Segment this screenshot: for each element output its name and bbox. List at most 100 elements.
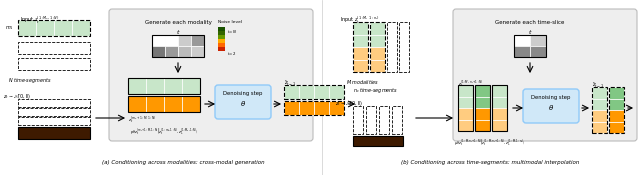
Bar: [284, 101, 299, 115]
Text: Noise level: Noise level: [218, 20, 242, 24]
Bar: [370, 47, 385, 60]
Text: $t$: $t$: [527, 28, 532, 36]
Bar: [218, 31, 225, 35]
Bar: [18, 108, 90, 116]
Bar: [353, 60, 368, 72]
Bar: [492, 108, 507, 120]
Text: $\theta$: $\theta$: [240, 99, 246, 108]
Text: Input $z_t^{(1:M,\ 1:n_c)}$: Input $z_t^{(1:M,\ 1:n_c)}$: [340, 15, 380, 26]
Bar: [299, 85, 314, 99]
Bar: [152, 35, 165, 46]
Bar: [152, 46, 165, 57]
Bar: [370, 34, 385, 47]
Bar: [370, 60, 385, 72]
FancyBboxPatch shape: [523, 89, 579, 123]
Bar: [165, 35, 178, 46]
Bar: [387, 22, 397, 72]
Bar: [475, 96, 490, 108]
Bar: [218, 39, 225, 43]
Bar: [458, 85, 473, 96]
Bar: [514, 35, 546, 57]
Text: $z_t \sim \mathcal{N}(0, \mathbf{I})$: $z_t \sim \mathcal{N}(0, \mathbf{I})$: [335, 99, 362, 108]
Bar: [458, 108, 473, 120]
Bar: [218, 27, 225, 31]
Bar: [128, 96, 146, 112]
Bar: [146, 96, 164, 112]
Bar: [353, 34, 368, 47]
Text: $\mu_\theta\!\left(z_t^{(1:M,n_c\!+\!1:N)}\middle|z_t^{(1:M,n_c\!+\!1:N)},\,z_1^: $\mu_\theta\!\left(z_t^{(1:M,n_c\!+\!1:N…: [454, 137, 526, 147]
Text: $t\!=\!N$: $t\!=\!N$: [227, 28, 237, 35]
Bar: [329, 85, 344, 99]
Text: $t\!=\!2$: $t\!=\!2$: [227, 50, 236, 57]
Bar: [514, 35, 530, 46]
Text: Generate each time-slice: Generate each time-slice: [495, 20, 564, 25]
Text: $t$: $t$: [175, 28, 180, 36]
Bar: [366, 106, 376, 134]
Bar: [458, 120, 473, 131]
Bar: [329, 101, 344, 115]
Bar: [191, 35, 204, 46]
Bar: [284, 85, 344, 99]
Bar: [146, 78, 164, 94]
Bar: [475, 85, 490, 131]
Text: $n_c$ time-segments: $n_c$ time-segments: [353, 86, 398, 95]
Bar: [128, 78, 146, 94]
Bar: [152, 35, 204, 57]
Text: Input $z_t^{(1:M_0,1:N)}$: Input $z_t^{(1:M_0,1:N)}$: [20, 15, 60, 26]
Text: (a) Conditioning across modalities: cross-modal generation: (a) Conditioning across modalities: cros…: [102, 160, 264, 165]
Bar: [182, 96, 200, 112]
Bar: [314, 85, 329, 99]
Bar: [592, 87, 607, 99]
Text: $z_t^{(m_0+1:M,1:N)}$: $z_t^{(m_0+1:M,1:N)}$: [128, 114, 156, 125]
Bar: [353, 22, 368, 34]
Text: Generate each modality: Generate each modality: [145, 20, 211, 25]
Bar: [609, 110, 624, 121]
Bar: [609, 87, 624, 133]
Text: $\theta$: $\theta$: [548, 103, 554, 112]
Bar: [178, 35, 191, 46]
Text: Denoising step: Denoising step: [531, 95, 571, 100]
Bar: [165, 46, 178, 57]
Bar: [18, 99, 90, 107]
Bar: [164, 96, 182, 112]
Bar: [54, 20, 72, 36]
Bar: [218, 35, 225, 39]
Bar: [18, 20, 90, 36]
Bar: [592, 121, 607, 133]
Bar: [592, 110, 607, 121]
Bar: [492, 85, 507, 96]
Bar: [353, 47, 368, 60]
Text: Denoising step: Denoising step: [223, 91, 262, 96]
Bar: [592, 99, 607, 110]
Bar: [609, 87, 624, 99]
Bar: [609, 121, 624, 133]
Bar: [284, 101, 344, 115]
Bar: [284, 85, 299, 99]
Bar: [128, 96, 200, 112]
Bar: [592, 87, 607, 133]
Bar: [18, 127, 90, 139]
Bar: [399, 22, 409, 72]
Text: $\hat{z}_{t-1}$: $\hat{z}_{t-1}$: [284, 78, 296, 88]
Bar: [492, 96, 507, 108]
Bar: [370, 22, 385, 34]
Bar: [392, 106, 402, 134]
FancyBboxPatch shape: [109, 9, 313, 141]
Bar: [18, 20, 36, 36]
Bar: [514, 46, 530, 57]
Text: $M$ modalities: $M$ modalities: [346, 78, 379, 86]
Bar: [164, 78, 182, 94]
Text: (b) Conditioning across time-segments: multimodal interpolation: (b) Conditioning across time-segments: m…: [401, 160, 579, 165]
Bar: [458, 96, 473, 108]
Text: $N$ time-segments: $N$ time-segments: [8, 76, 52, 85]
Bar: [18, 117, 90, 125]
Bar: [299, 101, 314, 115]
Bar: [530, 46, 546, 57]
Text: $z_t \sim \mathcal{N}(0, \mathbf{I})$: $z_t \sim \mathcal{N}(0, \mathbf{I})$: [3, 92, 31, 101]
Text: $m_1$: $m_1$: [5, 24, 14, 32]
Bar: [218, 43, 225, 47]
Bar: [475, 120, 490, 131]
Bar: [18, 58, 90, 70]
Bar: [353, 106, 363, 134]
Bar: [458, 85, 473, 131]
